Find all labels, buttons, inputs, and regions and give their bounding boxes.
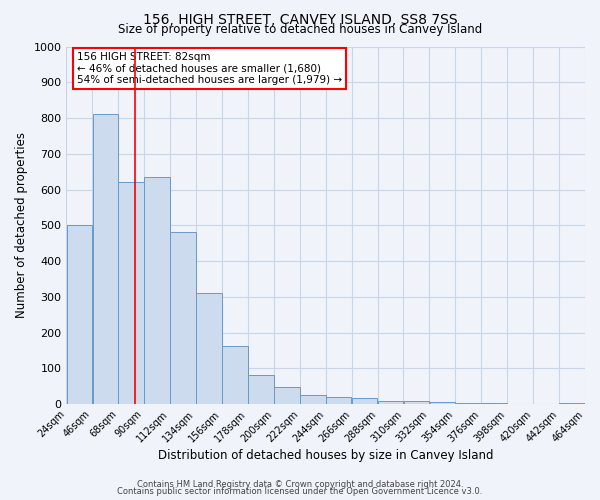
Y-axis label: Number of detached properties: Number of detached properties — [15, 132, 28, 318]
Bar — [118, 182, 144, 404]
Bar — [92, 114, 118, 404]
Bar — [248, 376, 274, 404]
Bar — [145, 177, 170, 404]
Bar — [455, 403, 481, 404]
Bar — [352, 398, 377, 404]
Text: Contains HM Land Registry data © Crown copyright and database right 2024.: Contains HM Land Registry data © Crown c… — [137, 480, 463, 489]
Bar — [430, 402, 455, 404]
Bar — [274, 388, 299, 404]
Bar — [300, 395, 326, 404]
Bar — [326, 397, 352, 404]
Bar — [196, 293, 222, 404]
X-axis label: Distribution of detached houses by size in Canvey Island: Distribution of detached houses by size … — [158, 450, 493, 462]
Text: Contains public sector information licensed under the Open Government Licence v3: Contains public sector information licen… — [118, 487, 482, 496]
Bar — [67, 226, 92, 404]
Text: Size of property relative to detached houses in Canvey Island: Size of property relative to detached ho… — [118, 22, 482, 36]
Bar — [378, 400, 403, 404]
Text: 156 HIGH STREET: 82sqm
← 46% of detached houses are smaller (1,680)
54% of semi-: 156 HIGH STREET: 82sqm ← 46% of detached… — [77, 52, 342, 85]
Bar — [404, 401, 429, 404]
Bar — [170, 232, 196, 404]
Bar — [222, 346, 248, 404]
Text: 156, HIGH STREET, CANVEY ISLAND, SS8 7SS: 156, HIGH STREET, CANVEY ISLAND, SS8 7SS — [143, 12, 457, 26]
